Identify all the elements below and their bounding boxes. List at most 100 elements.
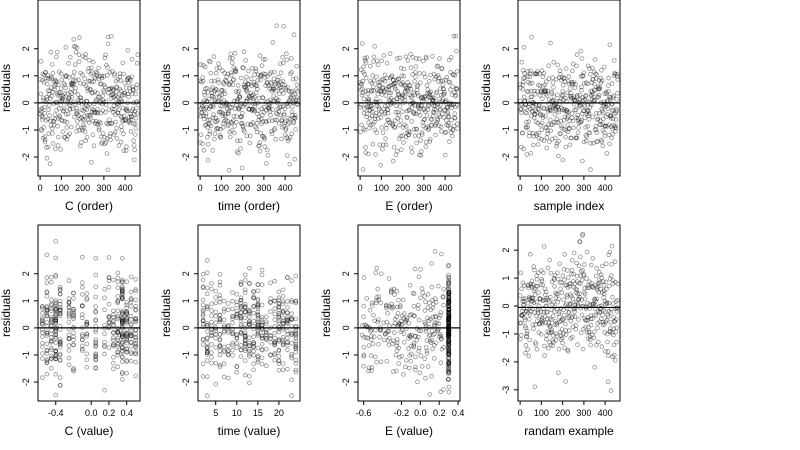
data-point (539, 268, 544, 273)
data-point (113, 79, 119, 84)
data-point (124, 336, 129, 342)
data-point (44, 348, 50, 354)
data-point (446, 328, 452, 334)
data-point (608, 320, 614, 325)
data-point (379, 58, 384, 63)
data-point (605, 112, 610, 117)
data-point (84, 319, 90, 325)
data-point (200, 322, 206, 327)
data-point (120, 320, 125, 326)
data-point (293, 331, 299, 337)
data-point (610, 281, 616, 286)
data-point (361, 352, 367, 358)
data-point (411, 313, 417, 318)
data-point (276, 329, 282, 335)
data-point (601, 295, 606, 300)
data-point (603, 123, 608, 129)
data-point (543, 89, 549, 94)
data-point (124, 346, 129, 352)
data-point (396, 297, 401, 303)
data-point (115, 344, 121, 350)
data-point (369, 300, 375, 306)
data-point (358, 67, 364, 73)
data-point (64, 125, 69, 130)
y-tick-label: -2 (501, 153, 511, 161)
y-axis-label: residuals (0, 64, 13, 112)
data-point (110, 87, 116, 92)
data-point (363, 60, 369, 65)
data-point (433, 314, 438, 320)
data-point (578, 330, 584, 336)
data-point (526, 104, 531, 110)
data-point (235, 99, 240, 105)
data-point (247, 335, 252, 341)
data-point (93, 318, 98, 323)
data-point (379, 125, 385, 130)
data-point (280, 310, 286, 316)
data-point (208, 70, 214, 76)
data-point (106, 320, 112, 326)
data-point (586, 324, 591, 330)
data-point (366, 151, 371, 157)
data-point (280, 301, 286, 307)
y-tick-label: 1 (21, 73, 31, 78)
data-point (575, 342, 580, 347)
data-point (104, 120, 109, 126)
data-point (200, 374, 206, 379)
data-point (446, 319, 452, 325)
data-point (534, 71, 540, 77)
data-point (427, 90, 432, 96)
data-point (597, 122, 603, 127)
data-point (525, 300, 531, 306)
data-point (133, 351, 138, 357)
data-point (447, 101, 452, 107)
data-point (586, 329, 592, 335)
data-point (238, 297, 244, 303)
data-point (446, 345, 451, 350)
data-point (263, 319, 269, 325)
data-point (607, 283, 612, 289)
data-point (238, 297, 244, 303)
data-point (131, 143, 137, 148)
data-point (601, 283, 607, 288)
data-point (602, 91, 607, 97)
data-point (446, 331, 452, 337)
data-point (383, 103, 388, 109)
data-point (242, 358, 248, 363)
data-point (217, 337, 223, 342)
data-point (537, 296, 543, 301)
data-point (387, 120, 393, 125)
data-point (276, 337, 282, 343)
data-point (446, 366, 451, 372)
data-point (382, 110, 388, 115)
data-point (100, 131, 106, 136)
data-point (446, 348, 451, 353)
data-point (70, 80, 75, 86)
data-point (572, 97, 577, 102)
data-point (88, 114, 93, 119)
data-point (607, 329, 612, 335)
data-point (66, 320, 72, 325)
data-point (446, 320, 452, 326)
data-point (446, 330, 452, 336)
data-point (52, 116, 58, 122)
data-point (72, 89, 78, 95)
data-point (57, 382, 63, 388)
data-point (441, 387, 446, 392)
data-point (369, 113, 375, 119)
data-point (293, 360, 299, 366)
data-point (253, 68, 259, 74)
data-point (377, 83, 383, 89)
data-point (391, 330, 397, 335)
data-point (423, 125, 428, 131)
data-point (584, 134, 589, 140)
data-point (226, 110, 231, 115)
data-point (411, 343, 417, 348)
data-point (362, 58, 368, 63)
data-point (248, 76, 254, 81)
data-point (539, 315, 545, 321)
data-point (551, 299, 556, 305)
data-point (128, 117, 134, 122)
data-point (412, 79, 417, 84)
data-point (237, 138, 243, 144)
